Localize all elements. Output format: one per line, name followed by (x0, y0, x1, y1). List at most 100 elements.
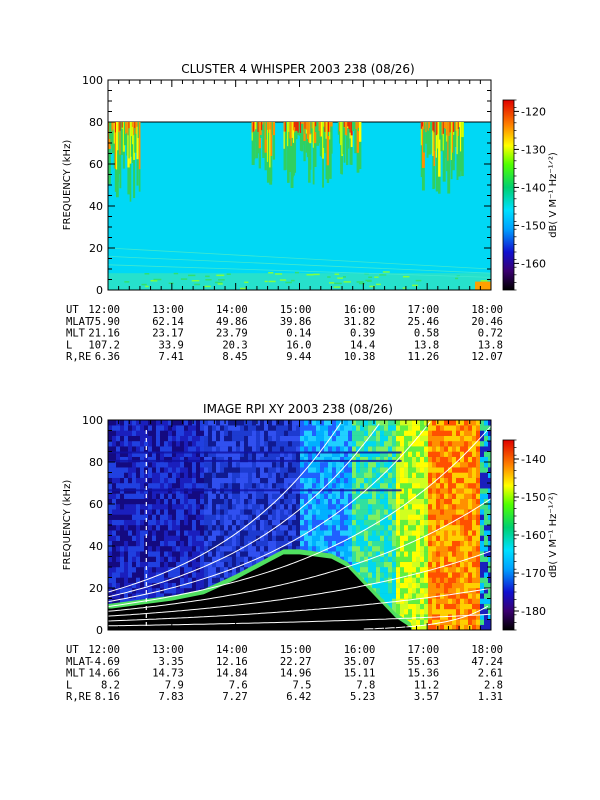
rpi-cell (452, 509, 456, 515)
rpi-cell (204, 509, 208, 515)
rpi-cell (408, 467, 412, 473)
rpi-cell (184, 582, 188, 589)
rpi-cell (160, 420, 164, 426)
rpi-cell (264, 456, 268, 463)
rpi-cell (404, 525, 408, 531)
rpi-cell (164, 462, 168, 468)
rpi-cell (388, 546, 392, 552)
rpi-cell (368, 551, 372, 557)
rpi-cell (316, 546, 320, 552)
rpi-cell (304, 525, 308, 531)
rpi-cell (368, 561, 372, 568)
rpi-cell (112, 509, 116, 515)
rpi-cell (360, 462, 364, 468)
rpi-cell (476, 519, 480, 526)
rpi-cell (176, 588, 180, 594)
rpi-cell (256, 420, 260, 426)
rpi-cell (436, 435, 440, 442)
rpi-cell (148, 577, 152, 583)
rpi-cell (416, 493, 420, 499)
rpi-cell (468, 493, 472, 499)
rpi-cell (232, 483, 236, 489)
rpi-cell (364, 556, 368, 562)
rpi-cell (280, 535, 284, 541)
rpi-cell (476, 624, 480, 630)
rpi-cell (376, 577, 380, 583)
whisper-low-speckle (358, 282, 366, 285)
rpi-cell (444, 504, 448, 510)
rpi-cell (284, 530, 288, 536)
rpi-cell (328, 514, 332, 520)
rpi-panel: IMAGE RPI XY 2003 238 (08/26) 0204060801… (62, 402, 559, 703)
rpi-cell (372, 498, 376, 505)
rpi-cell (292, 446, 296, 452)
rpi-colorbar (502, 439, 515, 631)
rpi-cell (412, 609, 416, 615)
rpi-cell (412, 556, 416, 562)
rpi-cell (160, 462, 164, 468)
rpi-cell (312, 430, 316, 436)
rpi-cell (476, 472, 480, 478)
rpi-cell (292, 540, 296, 547)
ephemeris-value: 13.8 (414, 339, 439, 351)
rpi-cell (200, 577, 204, 583)
rpi-cell (164, 519, 168, 526)
rpi-cell (292, 462, 296, 468)
whisper-burst-column (312, 122, 315, 185)
rpi-cell (116, 598, 120, 604)
rpi-cell (256, 504, 260, 510)
rpi-cell (116, 561, 120, 568)
rpi-cell (356, 456, 360, 463)
rpi-cell (312, 519, 316, 526)
rpi-cell (172, 551, 176, 557)
whisper-low-speckle (402, 275, 410, 278)
rpi-cell (428, 609, 432, 615)
rpi-cell (468, 525, 472, 531)
rpi-cell (484, 614, 488, 620)
ephemeris-value: 3.35 (159, 656, 184, 668)
rpi-cell (272, 519, 276, 526)
rpi-cell (108, 514, 112, 520)
rpi-cell (272, 462, 276, 468)
rpi-cell (344, 441, 348, 447)
rpi-cell (416, 551, 420, 557)
rpi-cell (380, 435, 384, 442)
rpi-cell (364, 435, 368, 442)
rpi-cell (132, 530, 136, 536)
rpi-cell (220, 551, 224, 557)
rpi-cell (412, 582, 416, 589)
rpi-cell (252, 441, 256, 447)
rpi-cell (108, 572, 112, 578)
rpi-cell (188, 446, 192, 452)
rpi-cell (452, 577, 456, 583)
rpi-cell (380, 525, 384, 531)
rpi-cell (148, 561, 152, 568)
rpi-cell (244, 514, 248, 520)
rpi-cell (292, 472, 296, 478)
rpi-cell (356, 525, 360, 531)
whisper-burst-core (320, 122, 324, 137)
rpi-cell (344, 483, 348, 489)
rpi-cell (296, 456, 300, 463)
rpi-cell (460, 588, 464, 594)
rpi-cell (240, 551, 244, 557)
rpi-cell (368, 530, 372, 536)
rpi-cell (464, 572, 468, 578)
rpi-cell (172, 425, 176, 431)
rpi-cell (392, 567, 396, 573)
rpi-cell (268, 493, 272, 499)
rpi-cell (208, 582, 212, 589)
whisper-burst-column (112, 122, 115, 149)
rpi-cell (280, 472, 284, 478)
rpi-cell (164, 493, 168, 499)
rpi-cell (332, 462, 336, 468)
rpi-cell (196, 504, 200, 510)
rpi-cell (228, 467, 232, 473)
rpi-cell (472, 561, 476, 568)
rpi-cell (440, 546, 444, 552)
rpi-cell (212, 551, 216, 557)
rpi-cell (316, 509, 320, 515)
rpi-cell (472, 435, 476, 442)
rpi-spectrogram (108, 420, 491, 630)
rpi-cell (432, 540, 436, 547)
